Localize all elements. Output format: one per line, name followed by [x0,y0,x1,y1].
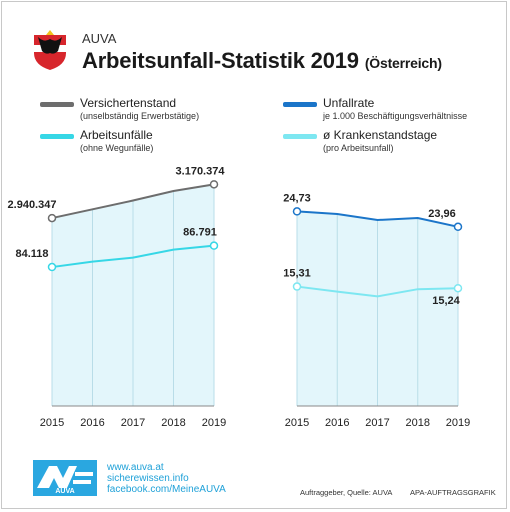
legend-label: Arbeitsunfälle [80,128,153,142]
footer-link-sicherewissen[interactable]: sicherewissen.info [107,473,189,484]
x-tick-label: 2018 [161,417,185,429]
data-point [209,241,219,250]
legend-swatch [40,102,74,107]
data-point [453,222,463,232]
data-label: 24,73 [283,192,311,204]
data-point [453,283,463,293]
data-point [47,213,57,223]
data-point [292,207,302,216]
footer-link-facebook[interactable]: facebook.com/MeineAUVA [107,484,226,495]
data-label: 3.170.374 [176,165,226,177]
legend-swatch [40,134,74,139]
legend-swatch [283,102,317,107]
series-line [51,183,215,220]
series-line [296,285,459,298]
x-tick-label: 2015 [40,417,64,429]
legend-note: (pro Arbeitsunfall) [323,143,394,153]
x-tick-label: 2017 [121,417,145,429]
legend-label: ø Krankenstandstage [323,128,438,142]
auva-logo-icon [37,466,93,488]
chart-subtitle: (Österreich) [364,55,442,71]
footer-links: www.auva.at sicherewissen.info facebook.… [107,462,226,495]
data-label: 23,96 [428,208,456,220]
legend-note: (ohne Wegunfälle) [80,143,154,153]
data-label: 86.791 [183,227,217,239]
series-line [296,210,459,228]
coat-of-arms-icon [34,30,66,70]
x-tick-label: 2019 [202,417,226,429]
legend-label: Versichertenstand [80,96,177,110]
legend-label: Unfallrate [323,96,375,110]
data-point [209,180,219,189]
x-tick-label: 2017 [365,417,389,429]
data-label: 15,24 [432,295,460,307]
chart-title: Arbeitsunfall-Statistik 2019 (Österreich) [82,48,442,73]
auva-badge: AUVA [33,460,97,496]
organization-name: AUVA [82,31,117,46]
x-tick-label: 2016 [80,417,104,429]
data-label: 84.118 [15,248,48,260]
series-line [51,244,215,269]
legend-note: (unselbständig Erwerbstätige) [80,111,200,121]
footer-link-website[interactable]: www.auva.at [107,462,164,473]
agency-credit: APA-AUFTRAGSGRAFIK [410,488,496,497]
x-tick-label: 2016 [325,417,349,429]
source-credit: Auftraggeber, Quelle: AUVA [300,488,393,497]
data-point [47,262,57,272]
legend-note: je 1.000 Beschäftigungsverhältnisse [323,111,468,121]
data-label: 2.940.347 [8,199,57,211]
data-point [292,282,302,291]
data-label: 15,31 [283,268,311,280]
x-tick-label: 2018 [406,417,430,429]
x-tick-label: 2019 [446,417,470,429]
x-tick-label: 2015 [285,417,309,429]
auva-badge-text: AUVA [55,488,75,495]
legend-swatch [283,134,317,139]
